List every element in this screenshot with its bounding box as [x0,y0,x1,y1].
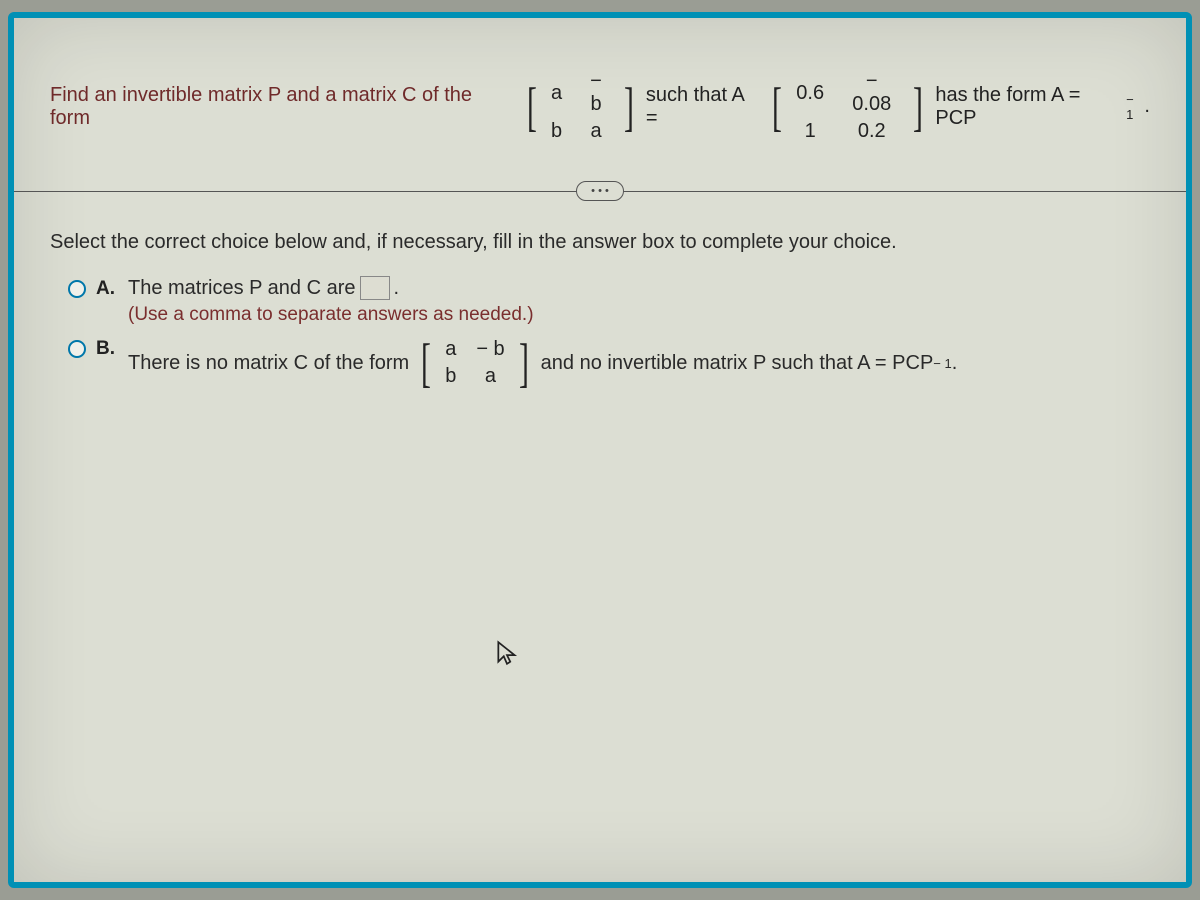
right-bracket-icon: ] [519,336,529,390]
form-matrix-2: [ a − b b a [417,336,532,390]
choice-a-body: The matrices P and C are . (Use a comma … [128,276,534,326]
choice-list: A. The matrices P and C are . (Use a com… [68,276,1150,390]
expand-divider: • • • [50,179,1150,205]
prompt-pre: Find an invertible matrix P and a matrix… [50,84,515,130]
choice-a-pre: The matrices P and C are [128,277,356,300]
radio-b[interactable] [68,340,86,358]
matrix-cell: a [541,68,572,118]
choice-a-label: A. [96,278,118,300]
matrix-cell: a [572,118,620,145]
exponent: − 1 [933,356,951,371]
matrix-cell: b [435,363,466,390]
choice-a: A. The matrices P and C are . (Use a com… [68,276,1150,326]
form-matrix-1: [ a − b b a ] [523,68,638,145]
cursor-icon [494,638,520,668]
expand-button[interactable]: • • • [576,181,624,201]
prompt-mid2: has the form A = PCP [935,84,1126,130]
choice-a-post: . [394,277,400,300]
matrix-cell: 0.6 [786,68,834,118]
instruction-text: Select the correct choice below and, if … [50,231,1150,254]
matrix-cell: 1 [786,118,834,145]
right-bracket-icon: ] [913,80,923,134]
period: . [1144,95,1150,118]
prompt-mid1: such that A = [646,84,760,130]
choice-a-hint: (Use a comma to separate answers as need… [128,304,534,326]
choice-b-post: and no invertible matrix P such that A =… [541,352,934,375]
matrix-body: 0.6 − 0.08 1 0.2 [786,68,909,145]
left-bracket-icon: [ [421,336,431,390]
choice-b-body: There is no matrix C of the form [ a − b… [128,336,957,390]
matrix-cell: − b [466,336,514,363]
choice-b-pre: There is no matrix C of the form [128,352,409,375]
right-bracket-icon: ] [624,80,634,134]
matrix-body: a − b b a [435,336,514,390]
exponent: − 1 [1126,92,1144,122]
matrix-cell: b [541,118,572,145]
choice-b: B. There is no matrix C of the form [ a … [68,336,1150,390]
matrix-cell: a [466,363,514,390]
period: . [952,352,958,375]
left-bracket-icon: [ [527,80,537,134]
left-bracket-icon: [ [772,80,782,134]
matrix-body: a − b b a [541,68,620,145]
matrix-cell: 0.2 [834,118,909,145]
matrix-A: [ 0.6 − 0.08 1 0.2 ] [768,68,927,145]
answer-input[interactable] [360,276,390,300]
radio-a[interactable] [68,280,86,298]
question-frame: Find an invertible matrix P and a matrix… [8,12,1192,888]
matrix-cell: a [435,336,466,363]
choice-b-label: B. [96,338,118,360]
matrix-cell: − b [572,68,620,118]
matrix-cell: − 0.08 [834,68,909,118]
question-prompt: Find an invertible matrix P and a matrix… [50,68,1150,145]
